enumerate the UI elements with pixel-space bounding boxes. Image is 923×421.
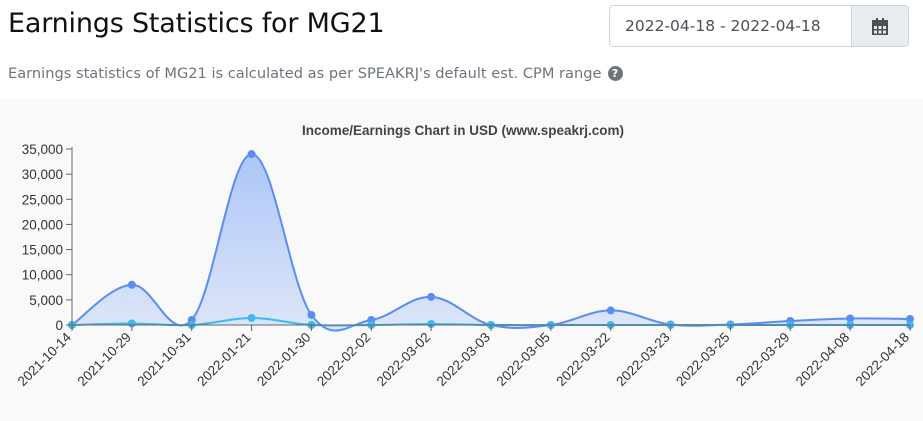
series-0-point-4 — [307, 310, 316, 319]
page-title: Earnings Statistics for MG21 — [8, 8, 385, 39]
x-tick-label-7: 2022-03-03 — [434, 330, 493, 389]
series-layer — [68, 150, 914, 332]
series-0-point-9 — [606, 306, 615, 315]
x-tick-label-11: 2022-03-25 — [673, 330, 732, 389]
subtitle-text: Earnings statistics of MG21 is calculate… — [8, 65, 602, 82]
y-tick-label-3: 15,000 — [22, 243, 63, 258]
x-tick-label-4: 2022-01-30 — [254, 330, 313, 389]
axis-layer: 0 5,000 10,000 15,000 20,000 25,000 30,000 35,0… — [15, 142, 912, 389]
page-subtitle: Earnings statistics of MG21 is calculate… — [8, 65, 623, 82]
series-0-point-13 — [846, 314, 855, 323]
y-tick-label-7: 35,000 — [22, 142, 63, 157]
x-tick-label-0: 2021-10-14 — [15, 329, 75, 389]
x-tick-label-10: 2022-03-23 — [613, 330, 672, 389]
series-0-point-14 — [906, 314, 914, 323]
series-0-point-6 — [427, 292, 436, 301]
calendar-button[interactable] — [851, 6, 908, 46]
chart-title: Income/Earnings Chart in USD (www.speakr… — [302, 123, 624, 138]
x-tick-label-8: 2022-03-05 — [494, 330, 553, 389]
x-tick-label-1: 2021-10-29 — [75, 330, 134, 389]
y-tick-label-0: 0 — [55, 318, 63, 333]
y-tick-label-6: 30,000 — [22, 167, 63, 182]
y-tick-label-4: 20,000 — [22, 217, 63, 232]
x-tick-label-13: 2022-04-08 — [793, 330, 852, 389]
series-0-point-3 — [247, 150, 256, 159]
calendar-icon — [872, 17, 888, 35]
series-1-point-6 — [427, 319, 436, 328]
y-tick-label-2: 10,000 — [22, 268, 63, 283]
series-0-point-1 — [127, 280, 136, 289]
earnings-chart: Income/Earnings Chart in USD (www.speakr… — [15, 123, 914, 389]
x-tick-label-3: 2022-01-21 — [194, 330, 253, 389]
x-tick-label-14: 2022-04-18 — [853, 330, 912, 389]
chart-background — [0, 98, 923, 421]
series-0-line — [71, 153, 911, 332]
y-tick-label-1: 5,000 — [29, 293, 63, 308]
series-1-area — [72, 317, 910, 326]
x-tick-label-2: 2021-10-31 — [134, 330, 193, 389]
y-tick-label-5: 25,000 — [22, 192, 63, 207]
x-tick-label-6: 2022-03-02 — [374, 330, 433, 389]
x-tick-label-9: 2022-03-22 — [553, 330, 612, 389]
series-0-area — [72, 154, 910, 331]
date-range-picker — [609, 5, 909, 47]
x-tick-label-5: 2022-02-02 — [314, 330, 373, 389]
question-circle-icon[interactable]: ? — [607, 66, 623, 81]
series-1-point-3 — [247, 313, 256, 322]
date-range-input[interactable] — [610, 6, 851, 46]
x-tick-label-12: 2022-03-29 — [733, 330, 792, 389]
